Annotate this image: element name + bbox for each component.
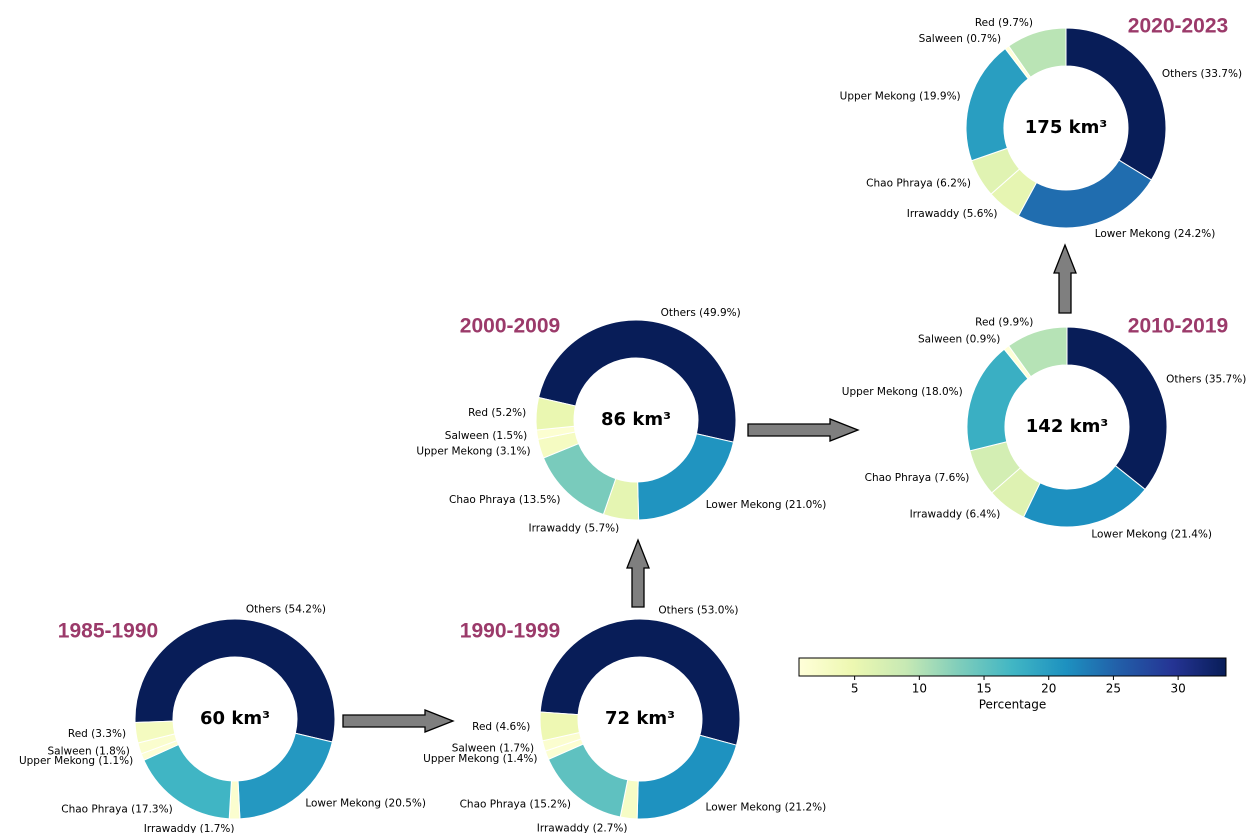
segment-label: Chao Phraya (17.3%) [61, 804, 172, 816]
segment-label: Salween (1.5%) [445, 430, 527, 442]
x-tick-label: 30 [1170, 682, 1185, 696]
colorbar [798, 657, 1227, 677]
segment-label: Chao Phraya (7.6%) [865, 472, 970, 484]
segment-label: Red (3.3%) [68, 728, 126, 740]
donut-segment [1022, 465, 1146, 528]
donut-segment [1007, 326, 1068, 378]
chart-title: 1990-1999 [460, 620, 560, 643]
donut-segment [134, 618, 336, 743]
segment-label: Salween (0.9%) [918, 333, 1000, 345]
segment-label: Red (9.9%) [975, 316, 1033, 328]
x-tick-label: 25 [1106, 682, 1121, 696]
chart-title: 2010-2019 [1128, 315, 1228, 338]
x-tick-label: 5 [851, 682, 859, 696]
donut-segment [1066, 326, 1168, 491]
arrow [342, 709, 455, 733]
segment-label: Lower Mekong (21.4%) [1091, 528, 1212, 540]
chart-title: 1985-1990 [58, 620, 158, 643]
x-tick-label: 15 [976, 682, 991, 696]
segment-label: Upper Mekong (1.1%) [19, 755, 133, 767]
segment-label: Lower Mekong (24.2%) [1095, 228, 1216, 240]
segment-label: Upper Mekong (19.9%) [840, 90, 961, 102]
center-label: 142 km³ [1026, 416, 1108, 437]
segment-label: Lower Mekong (21.2%) [706, 801, 827, 813]
segment-label: Others (33.7%) [1162, 68, 1242, 80]
donut-segment [1017, 159, 1153, 229]
arrow [747, 418, 860, 442]
segment-label: Red (5.2%) [468, 407, 526, 419]
segment-label: Upper Mekong (18.0%) [842, 386, 963, 398]
donut-segment [1065, 27, 1167, 181]
segment-label: Others (49.9%) [661, 307, 741, 319]
segment-label: Red (9.7%) [975, 17, 1033, 29]
segment-label: Lower Mekong (21.0%) [706, 499, 827, 511]
segment-label: Others (54.2%) [246, 604, 326, 616]
segment-label: Others (35.7%) [1166, 373, 1246, 385]
arrow [1053, 243, 1077, 314]
segment-label: Irrawaddy (1.7%) [144, 823, 235, 833]
donut-segment [134, 720, 176, 744]
chart-title: 2020-2023 [1128, 15, 1228, 38]
x-tick-label: 10 [912, 682, 927, 696]
segment-label: Others (53.0%) [658, 605, 738, 617]
center-label: 60 km³ [200, 708, 270, 729]
segment-label: Irrawaddy (5.6%) [907, 208, 998, 220]
segment-label: Irrawaddy (5.7%) [528, 523, 619, 535]
donut-segment [539, 711, 581, 742]
donut-segment [539, 618, 741, 746]
segment-label: Salween (1.8%) [47, 745, 129, 757]
donut-segment [1008, 27, 1067, 78]
segment-label: Red (4.6%) [472, 721, 530, 733]
axis-label: Percentage [979, 698, 1047, 712]
segment-label: Irrawaddy (6.4%) [910, 509, 1001, 521]
segment-label: Lower Mekong (20.5%) [305, 798, 426, 810]
segment-label: Upper Mekong (3.1%) [416, 446, 530, 458]
segment-label: Chao Phraya (15.2%) [460, 799, 571, 811]
segment-label: Salween (1.7%) [452, 743, 534, 755]
x-tick-label: 20 [1041, 682, 1056, 696]
segment-label: Chao Phraya (13.5%) [449, 494, 560, 506]
chart-title: 2000-2009 [460, 315, 560, 338]
center-label: 175 km³ [1025, 117, 1107, 138]
segment-label: Chao Phraya (6.2%) [866, 177, 971, 189]
arrow [626, 538, 650, 608]
segment-label: Salween (0.7%) [919, 33, 1001, 45]
center-label: 86 km³ [601, 409, 671, 430]
donut-segment [535, 396, 577, 431]
donut-segment [537, 319, 737, 443]
center-label: 72 km³ [605, 708, 675, 729]
segment-label: Upper Mekong (1.4%) [423, 753, 537, 765]
segment-label: Irrawaddy (2.7%) [537, 822, 628, 833]
